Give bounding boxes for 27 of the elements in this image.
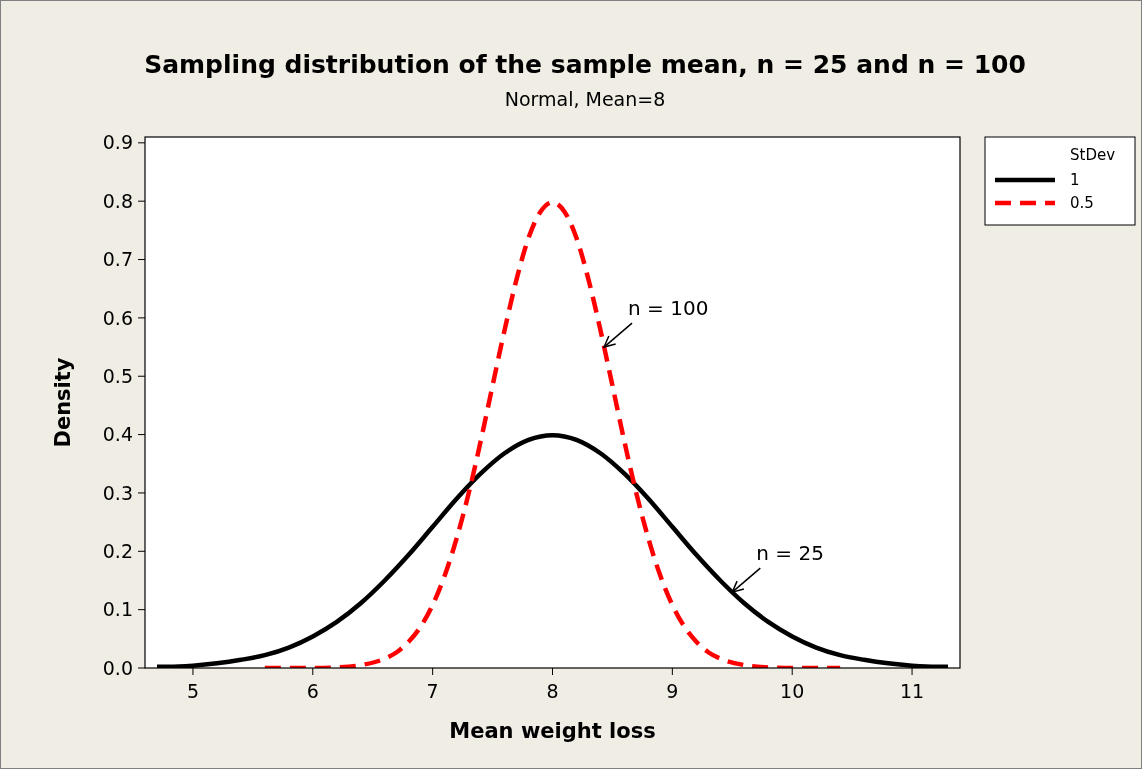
y-tick-label: 0.4: [102, 423, 133, 446]
x-tick-label: 8: [546, 680, 559, 702]
x-axis-title: Mean weight loss: [449, 719, 656, 743]
legend-label: 1: [1070, 171, 1080, 190]
chart-title: Sampling distribution of the sample mean, n = 25 and n = 100: [144, 50, 1026, 79]
annotation: n = 25: [756, 541, 824, 566]
x-tick-label: 6: [306, 680, 319, 702]
y-tick-label: 0.8: [102, 189, 133, 212]
x-tick-label: 10: [780, 680, 805, 702]
x-tick-label: 7: [426, 680, 439, 702]
y-tick-label: 0.9: [102, 131, 133, 154]
annotation: n = 100: [628, 296, 709, 321]
y-tick-label: 0.5: [102, 364, 133, 387]
y-axis-title: Density: [51, 357, 75, 448]
legend-label: 0.5: [1070, 194, 1094, 213]
y-tick-label: 0.1: [102, 598, 133, 621]
y-tick-label: 0.0: [102, 656, 133, 679]
x-tick-label: 5: [186, 680, 199, 702]
y-tick-label: 0.3: [102, 481, 133, 504]
x-tick-label: 9: [666, 680, 679, 702]
y-tick-label: 0.7: [102, 248, 133, 271]
y-tick-label: 0.2: [102, 539, 133, 562]
y-tick-label: 0.6: [102, 306, 133, 329]
x-tick-label: 11: [899, 680, 925, 702]
chart-subtitle: Normal, Mean=8: [504, 88, 666, 110]
legend-title: StDev: [1070, 146, 1116, 164]
line-series: [262, 200, 843, 668]
